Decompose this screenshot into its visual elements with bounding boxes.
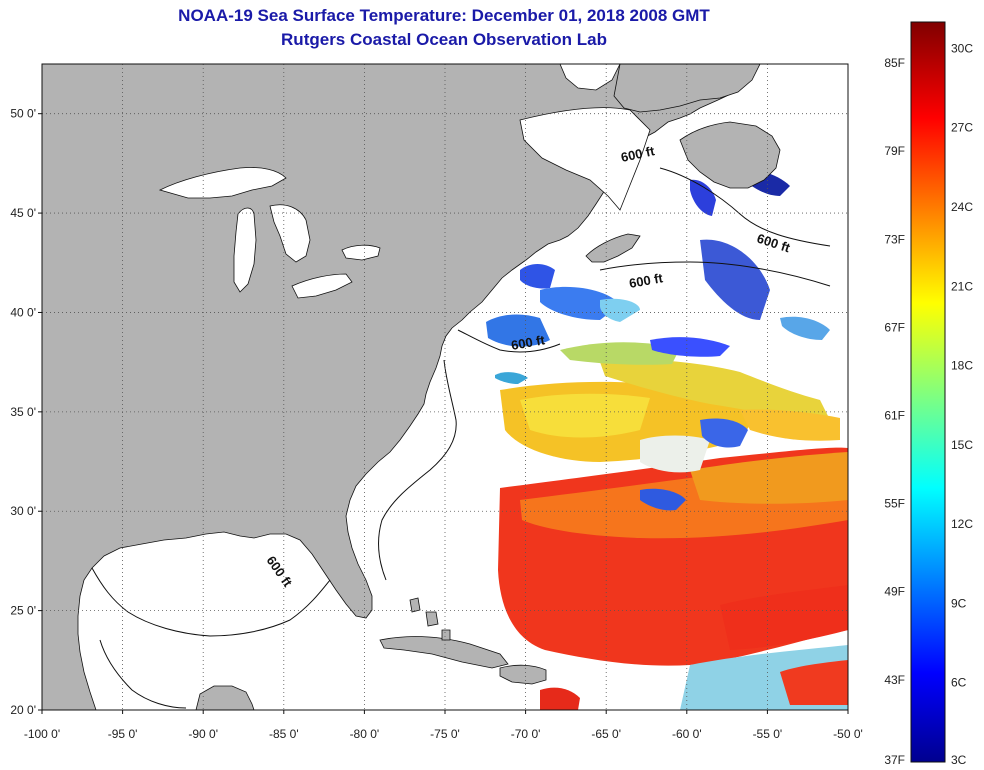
lon-tick-label: -85 0' [269, 727, 299, 741]
lat-tick-label: 40 0' [10, 305, 36, 319]
colorbar-fahrenheit-label: 55F [884, 497, 905, 511]
hudson-strait-water [559, 64, 621, 91]
colorbar-fahrenheit-label: 37F [884, 753, 905, 767]
lake-superior [158, 167, 287, 199]
colorbar-fahrenheit-label: 79F [884, 144, 905, 158]
lake-huron [269, 204, 311, 263]
lat-tick-label: 45 0' [10, 206, 36, 220]
lon-tick-label: -100 0' [24, 727, 60, 741]
lon-tick-label: -90 0' [188, 727, 218, 741]
colorbar-celsius-label: 21C [951, 279, 973, 293]
nova-scotia-land [585, 233, 641, 263]
colorbar-labels: 85F 79F 73F 67F 61F 55F 49F 43F 37F 30C 27C 24C 21C 1… [884, 41, 973, 767]
map-axis-ticks: 50 0' 45 0' 40 0' 35 0' 30 0' 25 0' 20 0' -100 … [10, 107, 862, 741]
cuba-land [379, 636, 509, 669]
colorbar-fahrenheit-label: 61F [884, 408, 905, 422]
lon-tick-label: -70 0' [511, 727, 541, 741]
colorbar-fahrenheit-label: 67F [884, 320, 905, 334]
colorbar-celsius-label: 27C [951, 121, 973, 135]
lat-tick-label: 50 0' [10, 107, 36, 121]
sst-mid-region [500, 342, 840, 473]
temperature-colorbar [910, 21, 946, 763]
bahamas-land [409, 597, 451, 641]
colorbar-celsius-label: 9C [951, 596, 967, 610]
newfoundland-land [679, 121, 781, 189]
depth-label-scotian-shelf: 600 ft [628, 270, 665, 291]
lon-tick-label: -65 0' [591, 727, 621, 741]
map-subtitle: Rutgers Coastal Ocean Observation Lab [281, 30, 607, 49]
colorbar-celsius-label: 6C [951, 676, 967, 690]
depth-contours [91, 167, 831, 709]
hispaniola-land [499, 664, 547, 685]
lat-tick-label: 25 0' [10, 604, 36, 618]
depth-label-gulf-st-lawrence: 600 ft [620, 143, 657, 165]
colorbar-fahrenheit-label: 85F [884, 56, 905, 70]
colorbar-celsius-label: 24C [951, 200, 973, 214]
lake-ontario [341, 244, 381, 261]
colorbar-celsius-label: 3C [951, 753, 967, 767]
depth-label-new-england: 600 ft [510, 332, 547, 353]
lat-tick-label: 30 0' [10, 504, 36, 518]
gulf-of-st-lawrence [519, 107, 651, 211]
lake-michigan [233, 207, 257, 293]
colorbar-celsius-label: 15C [951, 438, 973, 452]
colorbar-celsius-label: 12C [951, 517, 973, 531]
colorbar-fahrenheit-label: 73F [884, 232, 905, 246]
lon-tick-label: -50 0' [833, 727, 863, 741]
sst-warm-region [498, 447, 848, 710]
lon-tick-label: -60 0' [672, 727, 702, 741]
colorbar-fahrenheit-label: 49F [884, 585, 905, 599]
lon-tick-label: -95 0' [108, 727, 138, 741]
lon-tick-label: -55 0' [753, 727, 783, 741]
great-lakes [158, 64, 651, 299]
yucatan-land [195, 685, 255, 710]
lon-tick-label: -80 0' [350, 727, 380, 741]
colorbar-celsius-label: 18C [951, 359, 973, 373]
lake-erie [291, 273, 353, 299]
map-title: NOAA-19 Sea Surface Temperature: Decembe… [178, 6, 710, 25]
colorbar-fahrenheit-label: 43F [884, 673, 905, 687]
lat-tick-label: 20 0' [10, 703, 36, 717]
colorbar-celsius-label: 30C [951, 41, 973, 55]
lon-tick-label: -75 0' [430, 727, 460, 741]
lat-tick-label: 35 0' [10, 405, 36, 419]
